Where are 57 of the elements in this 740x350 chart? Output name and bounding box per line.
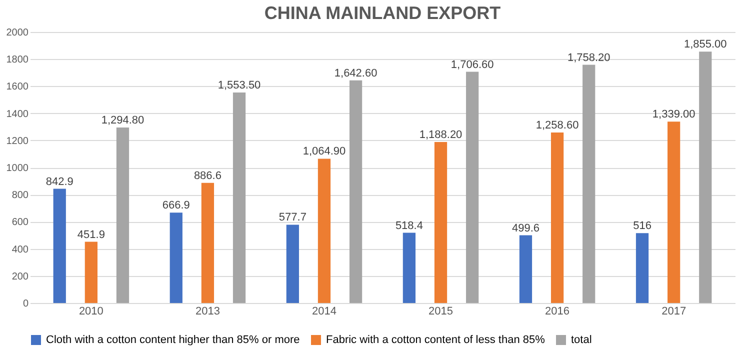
bar <box>170 212 182 303</box>
bar <box>519 235 532 303</box>
bar <box>402 232 416 303</box>
y-tick-label: 0 <box>22 298 29 310</box>
bar <box>53 188 66 303</box>
data-label: 516 <box>633 220 652 232</box>
bar <box>668 122 680 303</box>
y-tick-label: 200 <box>12 271 29 282</box>
bar <box>550 132 564 303</box>
y-tick-label: 1600 <box>6 82 29 93</box>
x-tick-label: 2016 <box>545 306 570 318</box>
data-label: 1,553.50 <box>218 80 261 92</box>
data-label: 1,855.00 <box>684 38 727 51</box>
data-label: 842.9 <box>46 176 74 188</box>
bar <box>349 80 362 303</box>
data-label: 1,258.60 <box>536 119 579 132</box>
bar <box>116 128 130 303</box>
bar <box>84 242 98 303</box>
y-tick-label: 1200 <box>6 136 29 147</box>
y-tick-label: 800 <box>12 190 29 202</box>
bar <box>318 158 331 303</box>
bar <box>636 233 649 303</box>
bar <box>232 92 246 303</box>
chart-title: CHINA MAINLAND EXPORT <box>264 3 501 23</box>
x-tick-label: 2013 <box>195 306 220 318</box>
bar <box>201 182 214 303</box>
data-label: 1,642.60 <box>334 67 378 80</box>
data-label: 1,706.60 <box>450 58 494 71</box>
data-label: 1,064.90 <box>302 146 346 158</box>
legend-label: Fabric with a cotton content of less than 85% <box>326 334 546 346</box>
bar <box>466 72 479 303</box>
data-label: 666.9 <box>162 200 190 212</box>
data-label: 499.6 <box>512 222 540 234</box>
x-tick-label: 2014 <box>312 306 336 318</box>
x-tick-label: 2010 <box>78 306 104 318</box>
legend-label: Cloth with a cotton content higher than 85% or more <box>46 334 300 346</box>
y-tick-label: 1800 <box>6 54 29 66</box>
y-tick-label: 2000 <box>6 28 29 38</box>
x-tick-label: 2017 <box>662 306 686 318</box>
data-label: 577.7 <box>278 212 306 224</box>
legend-label: total <box>571 334 592 346</box>
data-label: 886.6 <box>194 170 222 182</box>
bar <box>699 52 712 303</box>
x-tick-label: 2015 <box>428 306 454 318</box>
data-label: 1,758.20 <box>567 52 610 64</box>
data-label: 1,188.20 <box>419 129 462 141</box>
bar <box>434 142 448 303</box>
bar <box>286 224 299 303</box>
y-tick-label: 1400 <box>6 108 29 120</box>
data-label: 518.4 <box>395 220 423 232</box>
data-label: 1,339.00 <box>652 108 696 121</box>
data-label: 451.9 <box>77 228 105 241</box>
y-tick-label: 400 <box>12 244 29 256</box>
y-tick-label: 600 <box>12 217 29 228</box>
y-tick-label: 1000 <box>6 163 29 174</box>
bar <box>582 64 596 303</box>
data-label: 1,294.80 <box>101 114 144 127</box>
